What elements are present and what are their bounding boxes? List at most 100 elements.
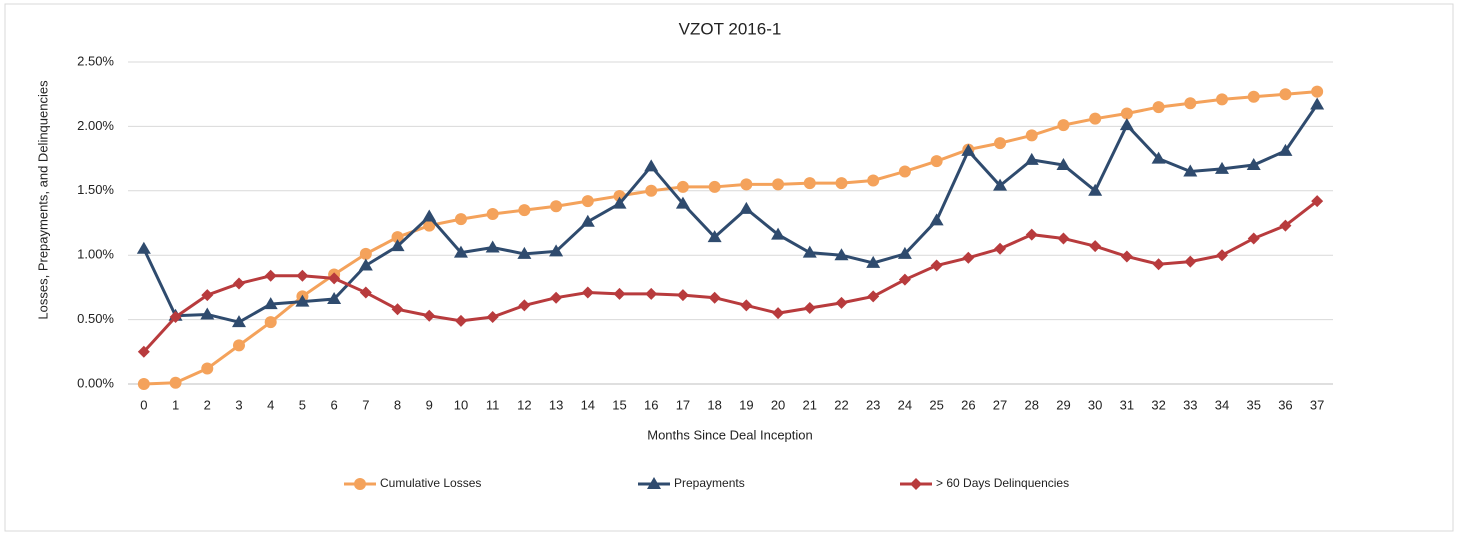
point: [169, 311, 182, 324]
point: [867, 174, 880, 187]
point: [581, 286, 594, 299]
point: [200, 307, 215, 320]
point: [645, 287, 658, 300]
point: [263, 297, 278, 310]
point: [454, 213, 467, 226]
point: [898, 165, 911, 178]
point: [867, 290, 880, 303]
point: [1247, 232, 1260, 245]
point: [961, 143, 976, 156]
x-tick-label: 27: [993, 397, 1007, 412]
point: [675, 196, 690, 209]
point: [1119, 118, 1134, 131]
point: [1310, 97, 1325, 110]
point: [962, 251, 975, 264]
point: [359, 286, 372, 299]
x-tick-label: 10: [454, 397, 468, 412]
x-tick-label: 24: [898, 397, 912, 412]
point: [708, 291, 721, 304]
point: [1089, 112, 1102, 125]
point: [1025, 129, 1038, 142]
point: [231, 315, 246, 328]
x-tick-label: 34: [1215, 397, 1229, 412]
y-tick-label: 0.50%: [77, 311, 114, 326]
x-tick-label: 16: [644, 397, 658, 412]
y-axis-label: Losses, Prepayments, and Delinquencies: [35, 80, 50, 320]
x-tick-label: 11: [486, 397, 500, 412]
point: [518, 204, 531, 217]
x-tick-label: 17: [676, 397, 690, 412]
point: [232, 339, 245, 352]
point: [1152, 258, 1165, 271]
point: [137, 345, 150, 358]
point: [391, 231, 404, 244]
point: [771, 227, 786, 240]
point: [740, 299, 753, 312]
point: [772, 307, 785, 320]
point: [1279, 88, 1292, 101]
y-tick-label: 2.50%: [77, 53, 114, 68]
point: [930, 259, 943, 272]
point: [1184, 255, 1197, 268]
x-tick-label: 21: [803, 397, 817, 412]
point: [1278, 143, 1293, 156]
point: [1056, 158, 1071, 171]
point: [1120, 107, 1133, 120]
point: [486, 311, 499, 324]
x-tick-label: 33: [1183, 397, 1197, 412]
legend-label: Cumulative Losses: [380, 476, 481, 490]
x-tick-label: 4: [267, 397, 274, 412]
point: [486, 207, 499, 220]
legend-marker: [354, 478, 366, 490]
x-tick-label: 13: [549, 397, 563, 412]
series-line: [142, 199, 1319, 353]
point: [994, 242, 1007, 255]
point: [930, 155, 943, 168]
x-tick-label: 12: [517, 397, 531, 412]
point: [454, 314, 467, 327]
y-tick-label: 2.00%: [77, 118, 114, 133]
legend-label: > 60 Days Delinquencies: [936, 476, 1069, 490]
point: [422, 209, 437, 222]
point: [358, 258, 373, 271]
x-tick-label: 8: [394, 397, 401, 412]
point: [1152, 101, 1165, 114]
x-tick-label: 9: [426, 397, 433, 412]
point: [644, 159, 659, 172]
point: [1025, 228, 1038, 241]
y-tick-label: 1.00%: [77, 247, 114, 262]
x-axis-label: Months Since Deal Inception: [647, 427, 812, 442]
point: [1216, 249, 1229, 262]
point: [834, 248, 849, 261]
legend-marker: [647, 477, 661, 489]
point: [391, 303, 404, 316]
point: [327, 291, 342, 304]
point: [707, 230, 722, 243]
series-line: [142, 103, 1319, 324]
point: [169, 376, 182, 389]
x-tick-label: 28: [1025, 397, 1039, 412]
point: [328, 272, 341, 285]
x-tick-label: 20: [771, 397, 785, 412]
point: [453, 245, 468, 258]
point: [612, 196, 627, 209]
point: [517, 246, 532, 259]
x-tick-label: 6: [331, 397, 338, 412]
x-tick-label: 3: [235, 397, 242, 412]
point: [1311, 195, 1324, 208]
point: [1088, 183, 1103, 196]
x-tick-label: 18: [707, 397, 721, 412]
point: [423, 219, 436, 232]
x-tick-label: 14: [581, 397, 595, 412]
point: [1183, 164, 1198, 177]
point: [772, 178, 785, 191]
point: [676, 180, 689, 193]
x-tick-label: 23: [866, 397, 880, 412]
chart-title: VZOT 2016-1: [679, 19, 782, 38]
x-tick-label: 26: [961, 397, 975, 412]
point: [359, 247, 372, 260]
point: [201, 289, 214, 302]
point: [994, 137, 1007, 150]
point: [136, 241, 151, 254]
